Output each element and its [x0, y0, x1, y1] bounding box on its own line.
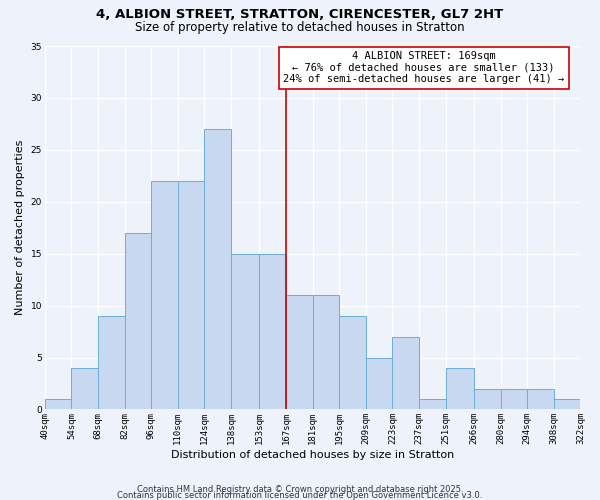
Bar [98, 316, 125, 410]
Bar [71, 368, 98, 410]
Bar [366, 358, 392, 410]
Bar [339, 316, 366, 410]
Bar [554, 399, 580, 409]
Bar [205, 129, 231, 410]
Bar [500, 388, 527, 409]
Text: Contains public sector information licensed under the Open Government Licence v3: Contains public sector information licen… [118, 491, 482, 500]
X-axis label: Distribution of detached houses by size in Stratton: Distribution of detached houses by size … [171, 450, 454, 460]
Bar [446, 368, 474, 410]
Bar [392, 336, 419, 409]
Text: Size of property relative to detached houses in Stratton: Size of property relative to detached ho… [135, 21, 465, 34]
Bar [45, 399, 71, 409]
Bar [474, 388, 500, 409]
Bar [125, 233, 151, 410]
Text: Contains HM Land Registry data © Crown copyright and database right 2025.: Contains HM Land Registry data © Crown c… [137, 485, 463, 494]
Bar [259, 254, 286, 410]
Text: 4, ALBION STREET, STRATTON, CIRENCESTER, GL7 2HT: 4, ALBION STREET, STRATTON, CIRENCESTER,… [97, 8, 503, 20]
Bar [231, 254, 259, 410]
Bar [286, 295, 313, 410]
Bar [313, 295, 339, 410]
Bar [419, 399, 446, 409]
Y-axis label: Number of detached properties: Number of detached properties [15, 140, 25, 316]
Text: 4 ALBION STREET: 169sqm
← 76% of detached houses are smaller (133)
24% of semi-d: 4 ALBION STREET: 169sqm ← 76% of detache… [283, 51, 565, 84]
Bar [151, 181, 178, 410]
Bar [178, 181, 205, 410]
Bar [527, 388, 554, 409]
